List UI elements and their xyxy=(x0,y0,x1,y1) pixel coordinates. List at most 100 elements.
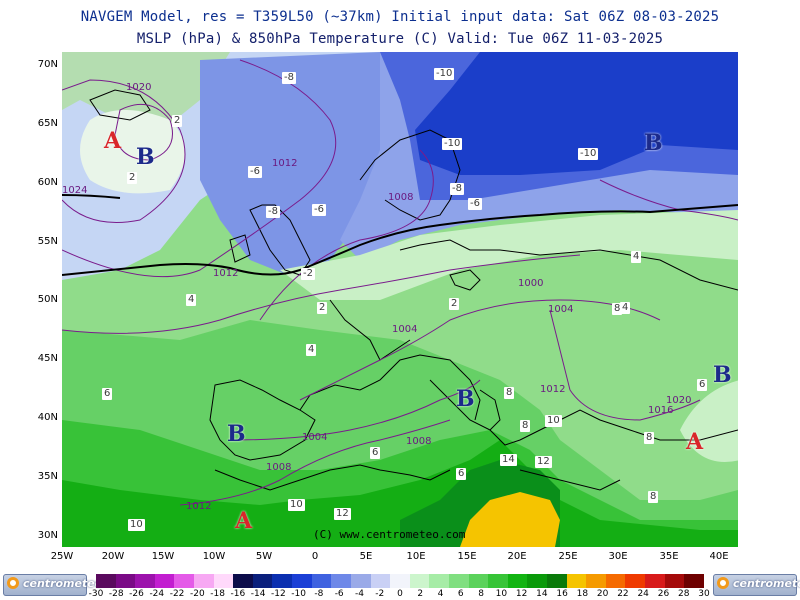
colorbar-swatch xyxy=(154,574,175,588)
colorbar-swatch xyxy=(527,574,548,588)
isobar-label: 1016 xyxy=(648,405,674,416)
colorbar-label: -28 xyxy=(108,589,124,599)
isobar-label: 1012 xyxy=(213,268,239,279)
colorbar-swatch xyxy=(625,574,646,588)
temperature-label: 8 xyxy=(520,420,531,432)
high-pressure-marker: A xyxy=(104,128,122,154)
colorbar-label: 18 xyxy=(576,589,589,599)
colorbar-swatch xyxy=(547,574,567,588)
colorbar-swatch xyxy=(331,574,351,588)
low-pressure-marker: B xyxy=(713,362,732,388)
colorbar-label: 10 xyxy=(495,589,508,599)
temperature-label: 2 xyxy=(127,172,138,184)
centrometeo-logo-right[interactable]: centrometeo xyxy=(713,574,800,596)
isobar-label: 1008 xyxy=(406,436,432,447)
colorbar-label: 16 xyxy=(556,589,568,599)
lon-tick: 25E xyxy=(558,551,578,562)
colorbar-swatch xyxy=(390,574,410,588)
temperature-label: -6 xyxy=(468,198,482,210)
temperature-label: -6 xyxy=(312,204,326,216)
coastlines xyxy=(89,89,738,491)
temperature-label: 2 xyxy=(317,302,328,314)
header-model-info: NAVGEM Model, res = T359L50 (~37km) Init… xyxy=(80,9,720,25)
logo-ring-icon xyxy=(717,577,729,589)
colorbar-label: 26 xyxy=(657,589,670,599)
colorbar-label: -4 xyxy=(354,589,364,599)
lat-tick: 30N xyxy=(37,530,58,541)
colorbar-label: -20 xyxy=(189,589,205,599)
isobar-label: 1008 xyxy=(266,462,292,473)
temperature-label: 14 xyxy=(500,454,517,466)
low-pressure-marker: B xyxy=(644,130,663,156)
temperature-label: 12 xyxy=(535,456,552,468)
lon-tick: 35E xyxy=(659,551,679,562)
colorbar-swatch xyxy=(370,574,391,588)
colorbar-label: 6 xyxy=(457,589,464,599)
colorbar-label: -24 xyxy=(149,589,165,599)
colorbar-label: 20 xyxy=(596,589,609,599)
temperature-label: -2 xyxy=(301,268,315,280)
temperature-label: -6 xyxy=(248,166,262,178)
temperature-label: 8 xyxy=(612,303,623,315)
colorbar-swatch xyxy=(350,574,371,588)
temperature-label: 6 xyxy=(102,388,113,400)
lon-tick: 40E xyxy=(709,551,729,562)
colorbar-swatch xyxy=(488,574,508,588)
colorbar-swatch xyxy=(566,574,587,588)
colorbar-swatch xyxy=(409,574,430,588)
isobar-label: 1024 xyxy=(62,185,88,196)
colorbar-label: 8 xyxy=(478,589,484,599)
high-pressure-marker: A xyxy=(235,508,253,534)
colorbar-swatch xyxy=(213,574,234,588)
temperature-label: 6 xyxy=(370,447,381,459)
centrometeo-logo-left[interactable]: centrometeo xyxy=(3,574,102,596)
lon-tick: 20W xyxy=(101,551,125,562)
colorbar-label: -12 xyxy=(271,589,286,599)
colorbar-swatch xyxy=(272,574,293,588)
colorbar-label: -2 xyxy=(375,589,385,599)
logo-label: centrometeo xyxy=(733,577,800,590)
colorbar-swatch xyxy=(194,574,214,588)
isobar-label: 1004 xyxy=(548,304,574,315)
temperature-label: 2 xyxy=(172,115,183,127)
colorbar-swatch xyxy=(448,574,469,588)
lon-tick: 0 xyxy=(311,551,319,562)
temperature-label: 4 xyxy=(631,251,642,263)
lat-tick: 60N xyxy=(37,177,58,188)
low-pressure-marker: B xyxy=(456,386,475,412)
colorbar-swatch xyxy=(115,574,136,588)
freezing-line xyxy=(62,194,738,276)
colorbar-label: -6 xyxy=(334,589,344,599)
lon-tick: 25W xyxy=(50,551,74,562)
colorbar-label: 24 xyxy=(637,589,649,599)
isobar-label: 1020 xyxy=(666,395,692,406)
isobar-label: 1012 xyxy=(540,384,566,395)
colorbar-swatch xyxy=(252,574,273,588)
lat-tick: 65N xyxy=(37,118,58,129)
low-pressure-marker: B xyxy=(227,421,246,447)
copyright-text: (C) www.centrometeo.com xyxy=(313,528,466,541)
isobar-label: 1020 xyxy=(126,82,152,93)
lat-tick: 45N xyxy=(37,353,58,364)
temperature-label: -10 xyxy=(434,68,455,80)
colorbar-label: 4 xyxy=(437,589,444,599)
temperature-label: -10 xyxy=(578,148,599,160)
temperature-label: 10 xyxy=(545,415,562,427)
colorbar-label: -16 xyxy=(230,589,246,599)
lat-tick: 40N xyxy=(37,412,58,423)
lon-tick: 10E xyxy=(406,551,426,562)
colorbar-label: -14 xyxy=(250,589,266,599)
colorbar-swatch xyxy=(429,574,449,588)
colorbar-label: -22 xyxy=(169,589,185,599)
colorbar-swatch xyxy=(664,574,685,588)
temperature-label: -8 xyxy=(282,72,296,84)
colorbar-label: 28 xyxy=(677,589,690,599)
colorbar-swatch xyxy=(468,574,489,588)
colorbar-swatch xyxy=(684,574,704,588)
colorbar-swatch xyxy=(586,574,606,588)
colorbar-label: 0 xyxy=(397,589,403,599)
temperature-label: 4 xyxy=(186,294,197,306)
isobar-label: 1004 xyxy=(392,324,418,335)
temperature-label: 10 xyxy=(128,519,145,531)
